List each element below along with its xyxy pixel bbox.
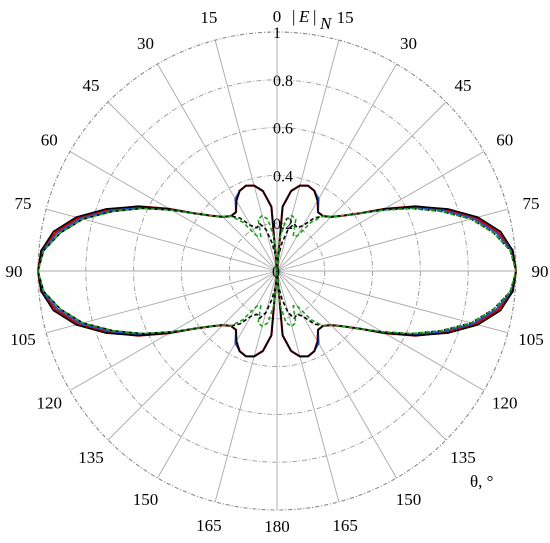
series-line-4 <box>37 207 517 335</box>
grid-spoke-r-150 <box>276 270 397 479</box>
radial-tick-label-0: 0 <box>272 264 280 281</box>
grid-spoke-r-60 <box>276 151 485 272</box>
grid-spoke-l-30 <box>157 63 278 272</box>
angle-tick-label-left-9: 150 <box>133 490 159 509</box>
angle-tick-label-right-3: 45 <box>454 76 471 95</box>
grid-spoke-r-120 <box>276 270 485 391</box>
angle-tick-label-right-12: 180 <box>264 517 290 536</box>
radial-axis-bar-left: | <box>292 7 295 26</box>
grid-spoke-r-135 <box>276 270 447 441</box>
grid-spoke-l-105 <box>46 270 278 334</box>
grid-spoke-l-165 <box>214 270 278 502</box>
grid-spoke-r-75 <box>276 208 508 272</box>
angle-tick-label-right-11: 165 <box>332 516 358 535</box>
angle-tick-label-right-2: 30 <box>400 34 417 53</box>
radial-tick-label-3: 0.6 <box>273 121 293 138</box>
angle-tick-label-right-0: 0 <box>273 7 282 26</box>
grid-spoke-l-15 <box>214 40 278 272</box>
grid-spoke-l-120 <box>69 270 278 391</box>
grid-spoke-l-135 <box>107 270 278 441</box>
angle-tick-label-left-7: 120 <box>36 394 62 413</box>
grid-spoke-l-150 <box>157 270 278 479</box>
angle-tick-label-right-9: 135 <box>450 448 476 467</box>
angle-tick-label-left-4: 75 <box>14 194 31 213</box>
radial-tick-label-2: 0.4 <box>273 168 293 185</box>
angular-axis-title: θ, ° <box>470 472 493 491</box>
angle-tick-label-right-8: 120 <box>492 394 518 413</box>
grid-spoke-r-105 <box>276 270 508 334</box>
angle-tick-label-left-8: 135 <box>78 448 104 467</box>
angle-tick-label-right-7: 105 <box>518 330 544 349</box>
grid-spoke-r-45 <box>276 101 447 272</box>
angle-tick-label-left-1: 30 <box>137 34 154 53</box>
angle-tick-label-right-5: 75 <box>523 194 540 213</box>
radial-axis-symbol: E <box>298 7 310 26</box>
grid-spoke-r-165 <box>276 270 340 502</box>
label-layer: 0 15 30 45 60 75 90 105 120 135 150 165 180 15 30 45 60 7… <box>6 7 549 536</box>
angle-tick-label-left-5: 90 <box>6 262 23 281</box>
radial-tick-label-4: 0.8 <box>273 73 293 90</box>
grid-spoke-l-45 <box>107 101 278 272</box>
radial-axis-subscript: N <box>319 14 333 33</box>
radial-axis-bar-right: | <box>313 7 316 26</box>
series-layer <box>36 184 518 358</box>
angle-tick-label-left-6: 105 <box>10 330 36 349</box>
radial-tick-label-1: 0.2 <box>273 216 293 233</box>
angle-tick-label-left-2: 45 <box>83 76 100 95</box>
grid-spoke-r-30 <box>276 63 397 272</box>
angle-tick-label-left-3: 60 <box>41 131 58 150</box>
radial-axis-title: | E | N <box>292 7 333 33</box>
angle-tick-label-right-6: 90 <box>532 262 549 281</box>
angle-tick-label-right-10: 150 <box>396 490 422 509</box>
angle-tick-label-left-10: 165 <box>196 516 222 535</box>
grid-spoke-l-60 <box>69 151 278 272</box>
angle-tick-label-left-0: 15 <box>200 8 217 27</box>
angle-tick-label-right-4: 60 <box>496 131 513 150</box>
angle-tick-label-right-1: 15 <box>337 8 354 27</box>
radial-tick-label-5: 1 <box>273 25 281 42</box>
grid-spoke-l-75 <box>46 208 278 272</box>
